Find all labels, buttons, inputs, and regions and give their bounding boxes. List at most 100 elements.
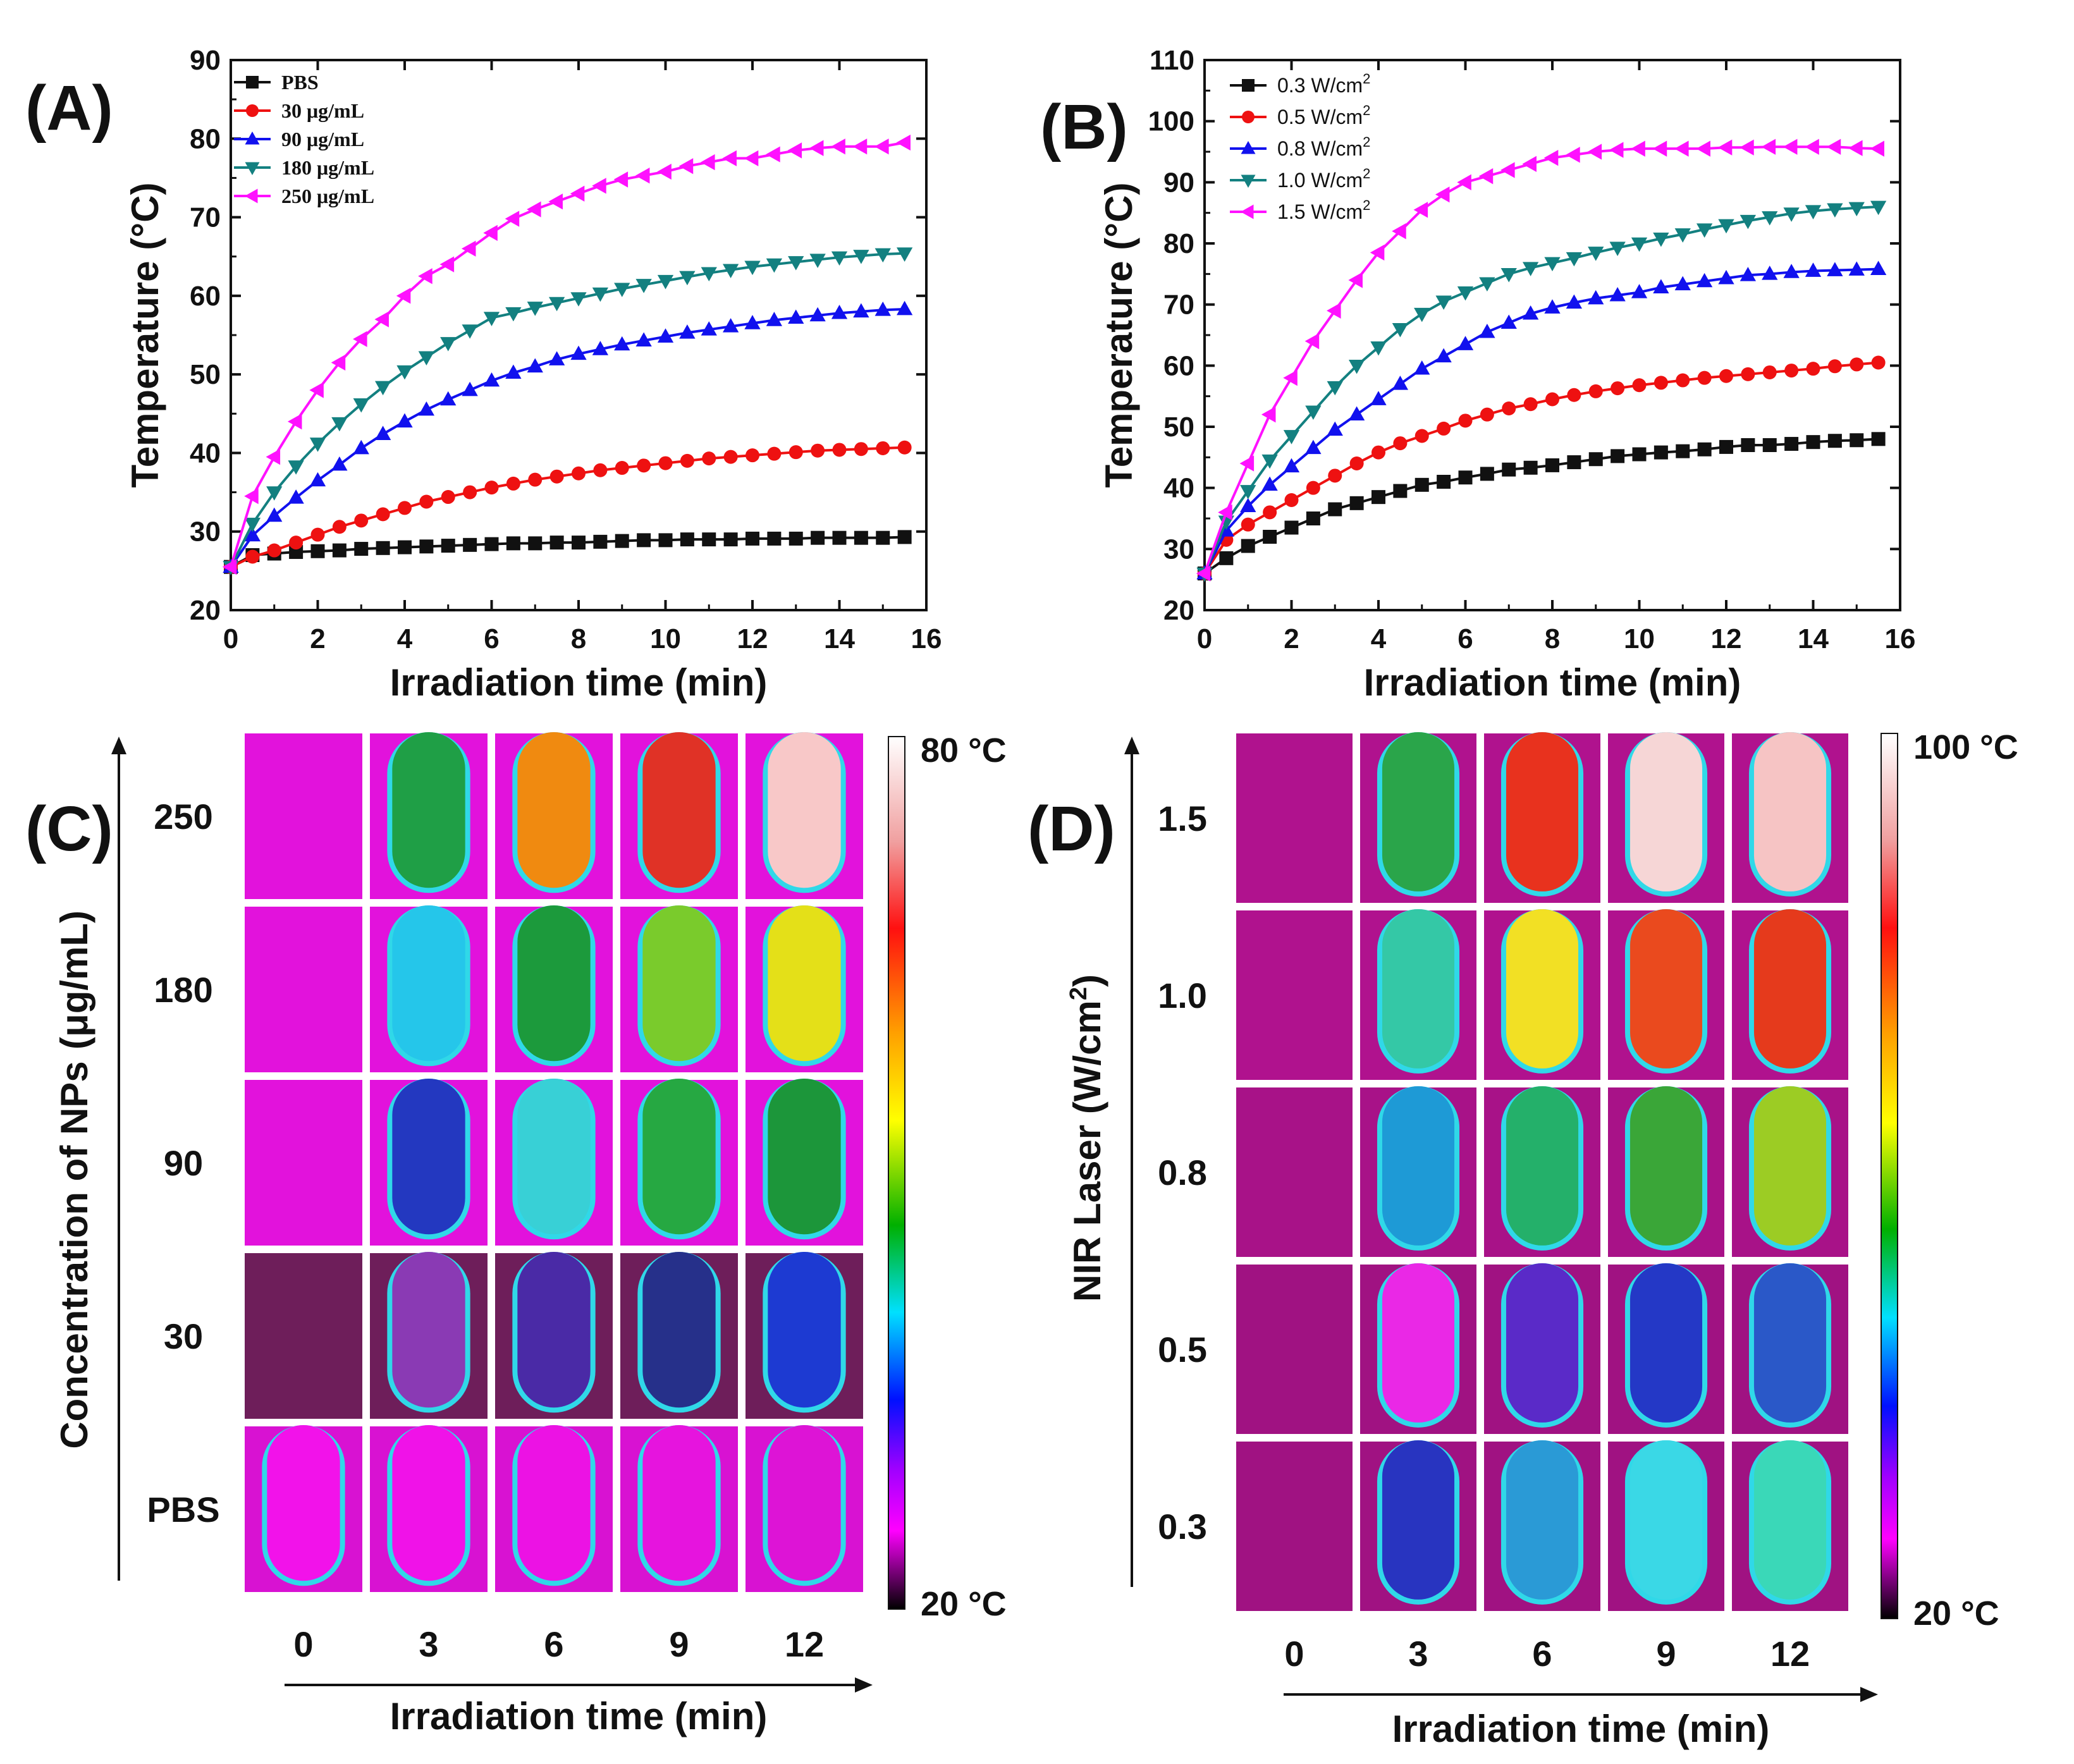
data-point bbox=[1609, 286, 1626, 302]
thermal-row-0 bbox=[1236, 732, 1848, 903]
data-point bbox=[1371, 445, 1385, 460]
data-point bbox=[1545, 392, 1559, 407]
data-point bbox=[1740, 139, 1754, 156]
data-point bbox=[374, 381, 391, 396]
data-point bbox=[1523, 460, 1538, 475]
panel-c-thermal-images: (C) 250 180 90 30 PBS 0 3 6 9 12 Irradiation time … bbox=[25, 732, 1007, 1737]
colorbar-max-label: 100 °C bbox=[1913, 728, 2018, 766]
x-tick-label: 4 bbox=[1371, 623, 1387, 654]
legend-label: 0.8 W/cm2 bbox=[1277, 134, 1370, 160]
tube-body bbox=[517, 1425, 591, 1581]
thermal-background bbox=[245, 907, 362, 1072]
data-point bbox=[484, 537, 499, 551]
data-point bbox=[1740, 214, 1757, 230]
thermal-cell bbox=[245, 1253, 362, 1419]
data-point bbox=[1805, 138, 1819, 155]
y-axis-unit: (μg/mL) bbox=[53, 910, 95, 1050]
data-point bbox=[1414, 360, 1430, 375]
data-point bbox=[615, 461, 629, 475]
thermal-row-2 bbox=[1236, 1086, 1848, 1257]
tube-body bbox=[517, 732, 591, 888]
legend: PBS 30 μg/mL 90 μg/mL 180 μg/mL 250 μg/mL bbox=[234, 71, 374, 207]
data-point bbox=[288, 460, 304, 475]
row-label: PBS bbox=[147, 1490, 219, 1529]
data-point bbox=[1566, 252, 1583, 267]
thermal-background bbox=[245, 1080, 362, 1246]
data-point bbox=[722, 150, 737, 167]
data-point bbox=[419, 539, 434, 554]
data-point bbox=[463, 537, 477, 552]
tube-body bbox=[1753, 1440, 1827, 1600]
column-label: 12 bbox=[1770, 1634, 1810, 1674]
data-point bbox=[1827, 203, 1843, 218]
legend-label: 250 μg/mL bbox=[281, 185, 374, 207]
tube-body bbox=[1629, 1263, 1703, 1423]
data-point bbox=[1611, 381, 1625, 396]
tube-body bbox=[1382, 1086, 1455, 1246]
data-point bbox=[310, 527, 325, 542]
tube-body bbox=[1382, 1263, 1455, 1423]
data-point bbox=[788, 445, 803, 460]
tube-body bbox=[768, 1079, 841, 1235]
data-point bbox=[1631, 237, 1648, 252]
data-point bbox=[1479, 323, 1495, 338]
tube-body bbox=[768, 905, 841, 1062]
data-point bbox=[897, 530, 912, 544]
colorbar-min-label: 20 °C bbox=[921, 1585, 1007, 1623]
thermal-cell bbox=[1608, 1440, 1724, 1611]
data-point bbox=[658, 533, 673, 548]
tube-body bbox=[1753, 1263, 1827, 1423]
data-point bbox=[1848, 202, 1865, 217]
x-axis-title: Irradiation time (min) bbox=[390, 661, 768, 704]
data-point bbox=[1544, 257, 1561, 272]
x-tick-label: 10 bbox=[650, 623, 681, 654]
data-point bbox=[1500, 314, 1517, 329]
data-point bbox=[679, 271, 696, 286]
data-point bbox=[1827, 262, 1843, 276]
data-point bbox=[1827, 359, 1842, 374]
tube-body bbox=[642, 1425, 716, 1581]
series-line bbox=[1203, 205, 1879, 574]
thermal-cell bbox=[495, 905, 613, 1072]
data-point bbox=[1304, 333, 1320, 350]
data-point bbox=[1479, 277, 1495, 292]
data-point bbox=[398, 540, 412, 554]
data-point bbox=[787, 142, 802, 159]
data-point bbox=[1762, 211, 1778, 226]
thermal-cell bbox=[1732, 1440, 1848, 1611]
thermal-cell bbox=[746, 1252, 863, 1419]
thermal-cell bbox=[495, 732, 613, 899]
data-point bbox=[1327, 302, 1341, 319]
y-tick-label: 50 bbox=[1163, 412, 1194, 443]
row-label: 180 bbox=[154, 970, 212, 1010]
data-point bbox=[570, 345, 587, 360]
data-point bbox=[1522, 305, 1539, 320]
data-point bbox=[483, 224, 498, 242]
data-point bbox=[1631, 284, 1648, 298]
data-point bbox=[1348, 359, 1365, 374]
row-label: 30 bbox=[164, 1316, 203, 1356]
data-point bbox=[831, 138, 845, 155]
data-point bbox=[222, 558, 237, 575]
thermal-background bbox=[1236, 1087, 1353, 1257]
colorbar-min-label: 20 °C bbox=[1913, 1595, 1999, 1632]
data-point bbox=[245, 549, 260, 564]
tube-body bbox=[768, 1252, 841, 1408]
tube-body bbox=[1629, 909, 1703, 1069]
data-point bbox=[1327, 381, 1343, 396]
thermal-cell bbox=[1236, 1442, 1353, 1611]
legend-marker bbox=[1241, 175, 1256, 188]
y-tick-label: 20 bbox=[190, 595, 221, 626]
data-point bbox=[1305, 439, 1322, 455]
row-label: 0.5 bbox=[1158, 1330, 1207, 1369]
y-tick-label: 40 bbox=[190, 438, 221, 469]
data-point bbox=[1741, 438, 1755, 452]
data-point bbox=[614, 283, 630, 297]
data-point bbox=[1588, 290, 1604, 305]
y-axis-title: Temperature (°C) bbox=[124, 183, 166, 488]
tube-body bbox=[1382, 1440, 1455, 1600]
column-label: 0 bbox=[1284, 1634, 1304, 1674]
data-point bbox=[744, 150, 759, 167]
tube-body bbox=[392, 732, 465, 888]
data-point bbox=[1784, 437, 1799, 451]
